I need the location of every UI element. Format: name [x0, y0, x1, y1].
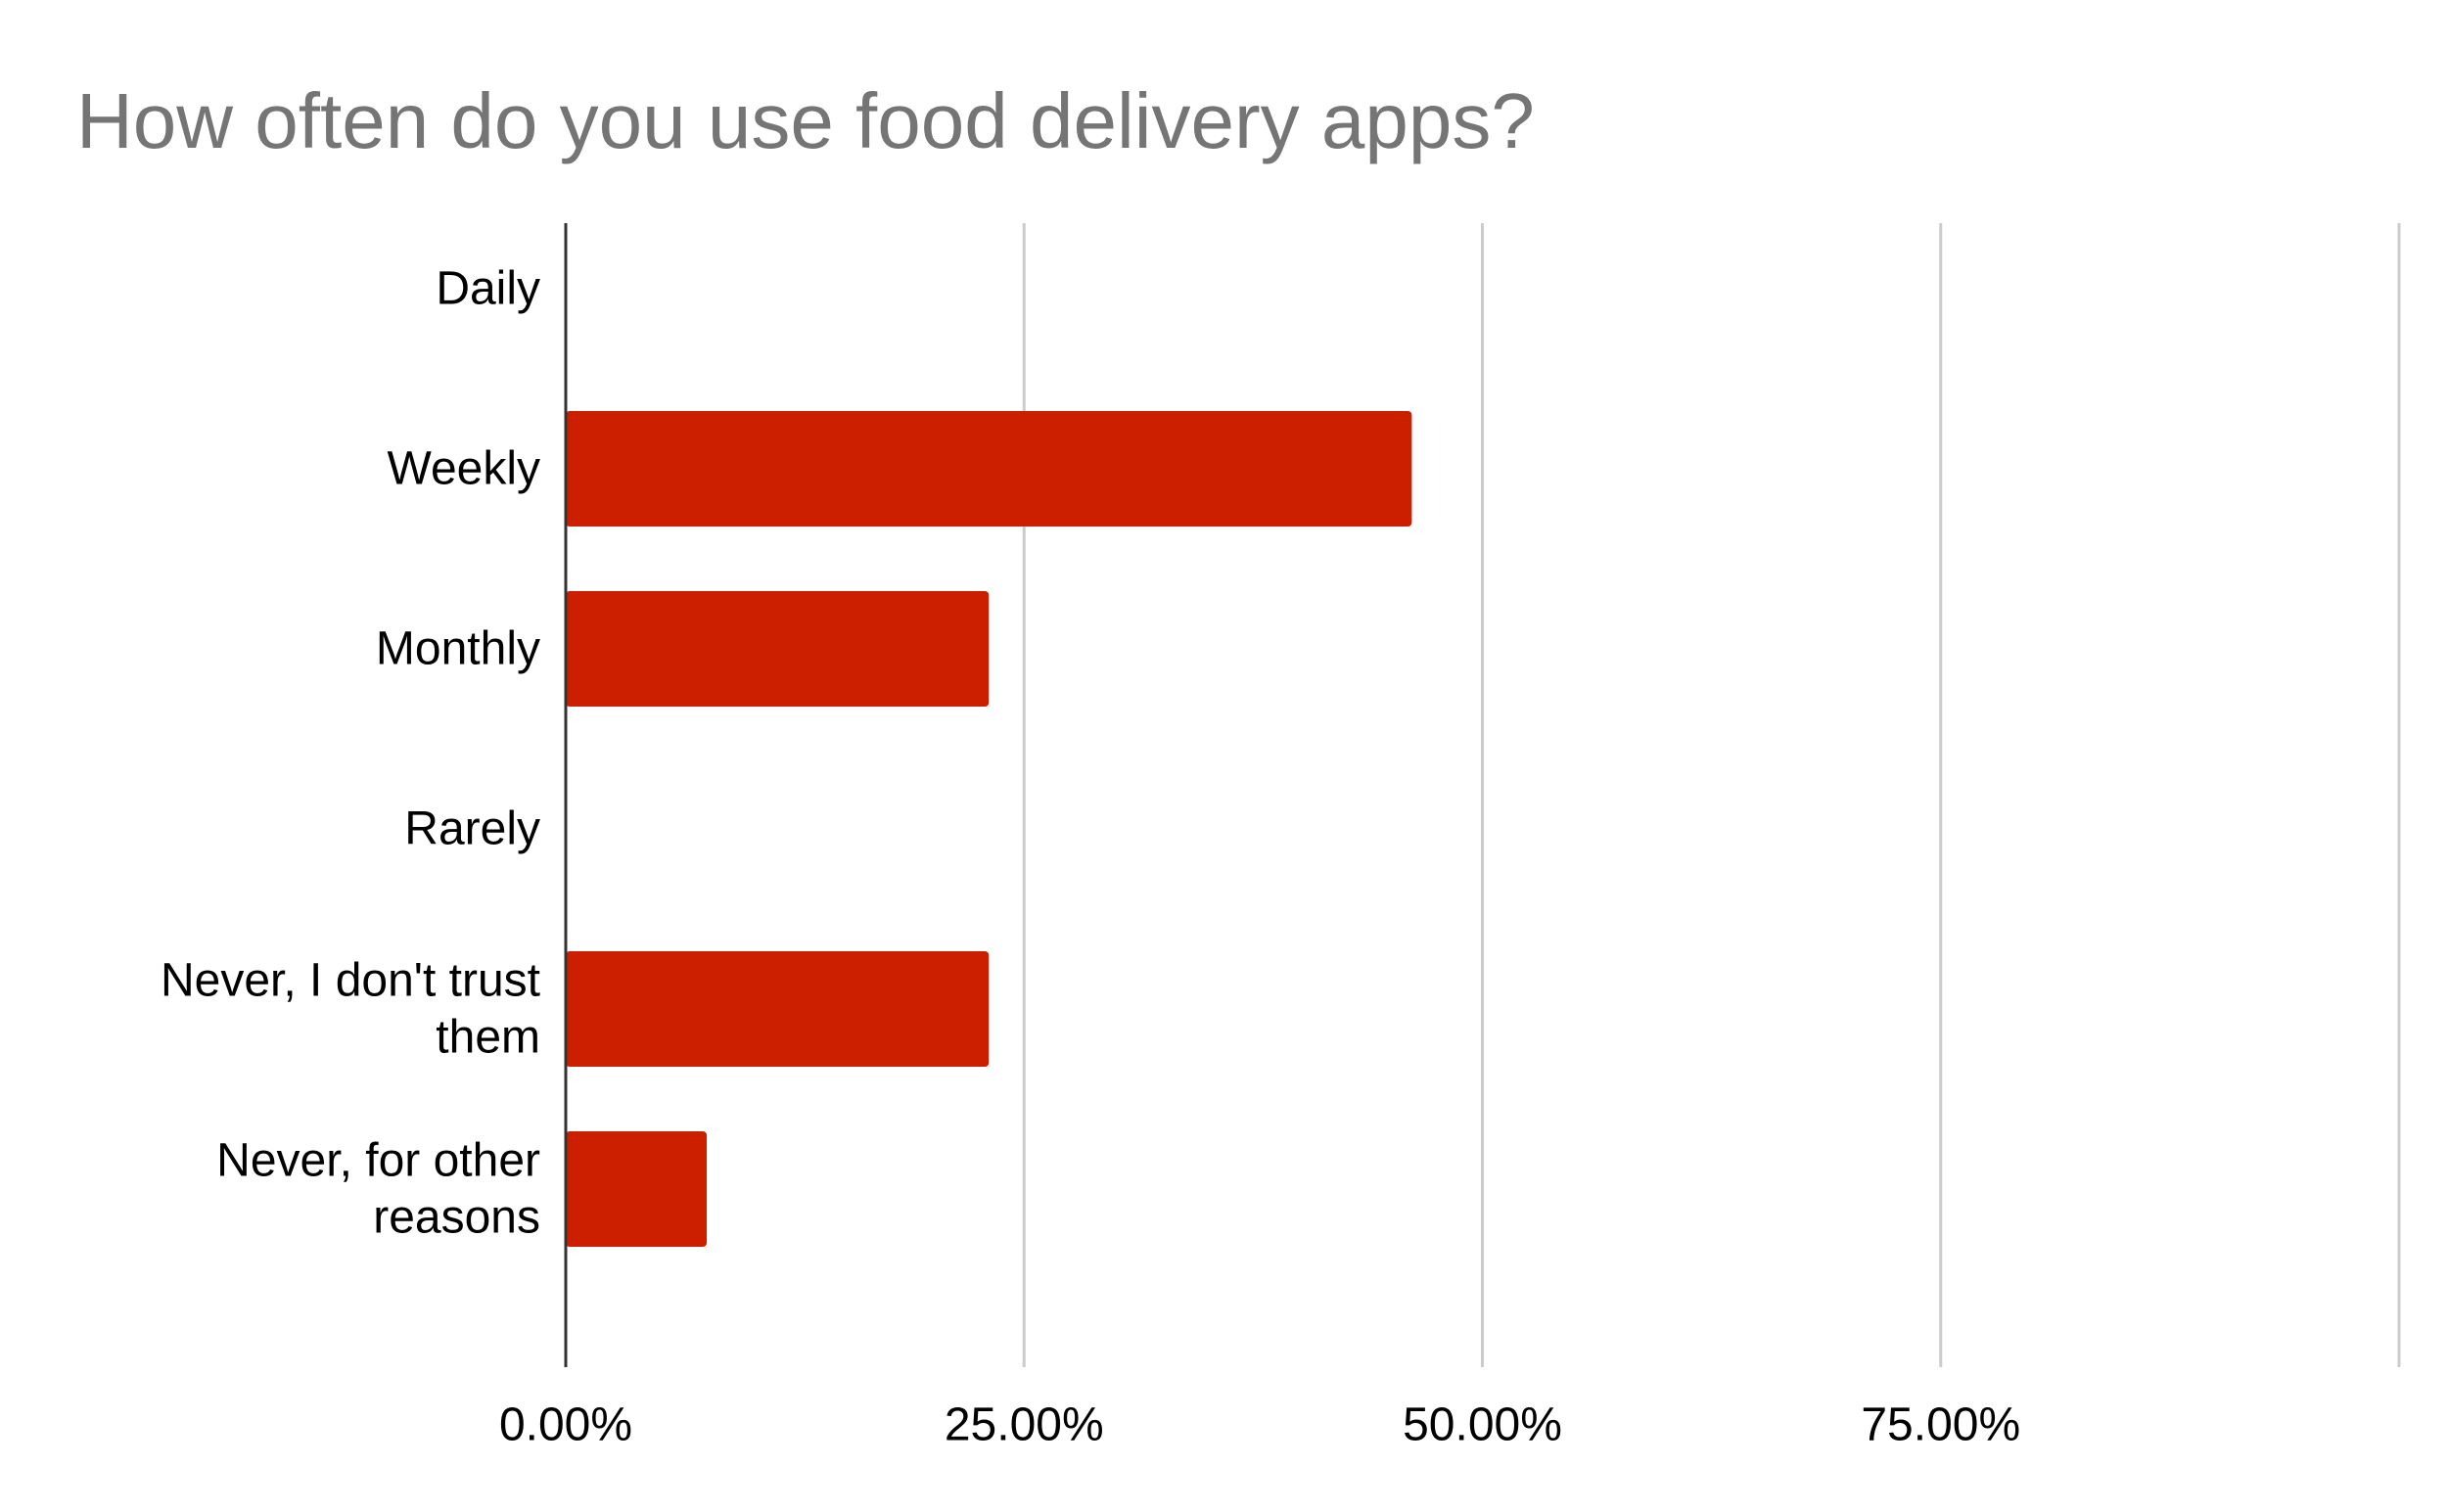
category-label-4-line-1: them	[436, 1012, 540, 1064]
labels: Daily Weekly Monthly Rarely Never, I don't t…	[161, 263, 2020, 1451]
x-tick-label-25: 25.00%	[945, 1399, 1104, 1451]
category-label-0: Daily	[436, 263, 540, 315]
category-label-5-line-1: reasons	[373, 1192, 540, 1244]
x-tick-label-0: 0.00%	[499, 1399, 632, 1451]
bar-1	[566, 411, 1412, 527]
x-tick-label-75: 75.00%	[1861, 1399, 2020, 1451]
x-tick-label-50: 50.00%	[1403, 1399, 1562, 1451]
category-label-1: Weekly	[388, 443, 541, 495]
bar-4	[566, 951, 990, 1067]
gridlines	[1022, 223, 2401, 1367]
bar-5	[566, 1131, 708, 1247]
category-label-4-line-0: Never, I don't trust	[161, 955, 540, 1007]
category-label-5-line-0: Never, for other	[216, 1135, 540, 1187]
chart-title: How often do you use food delivery apps?	[76, 77, 1535, 164]
category-label-3: Rarely	[404, 803, 540, 855]
category-label-2: Monthly	[376, 623, 540, 675]
bar-2	[566, 591, 990, 707]
bars	[566, 411, 1412, 1247]
